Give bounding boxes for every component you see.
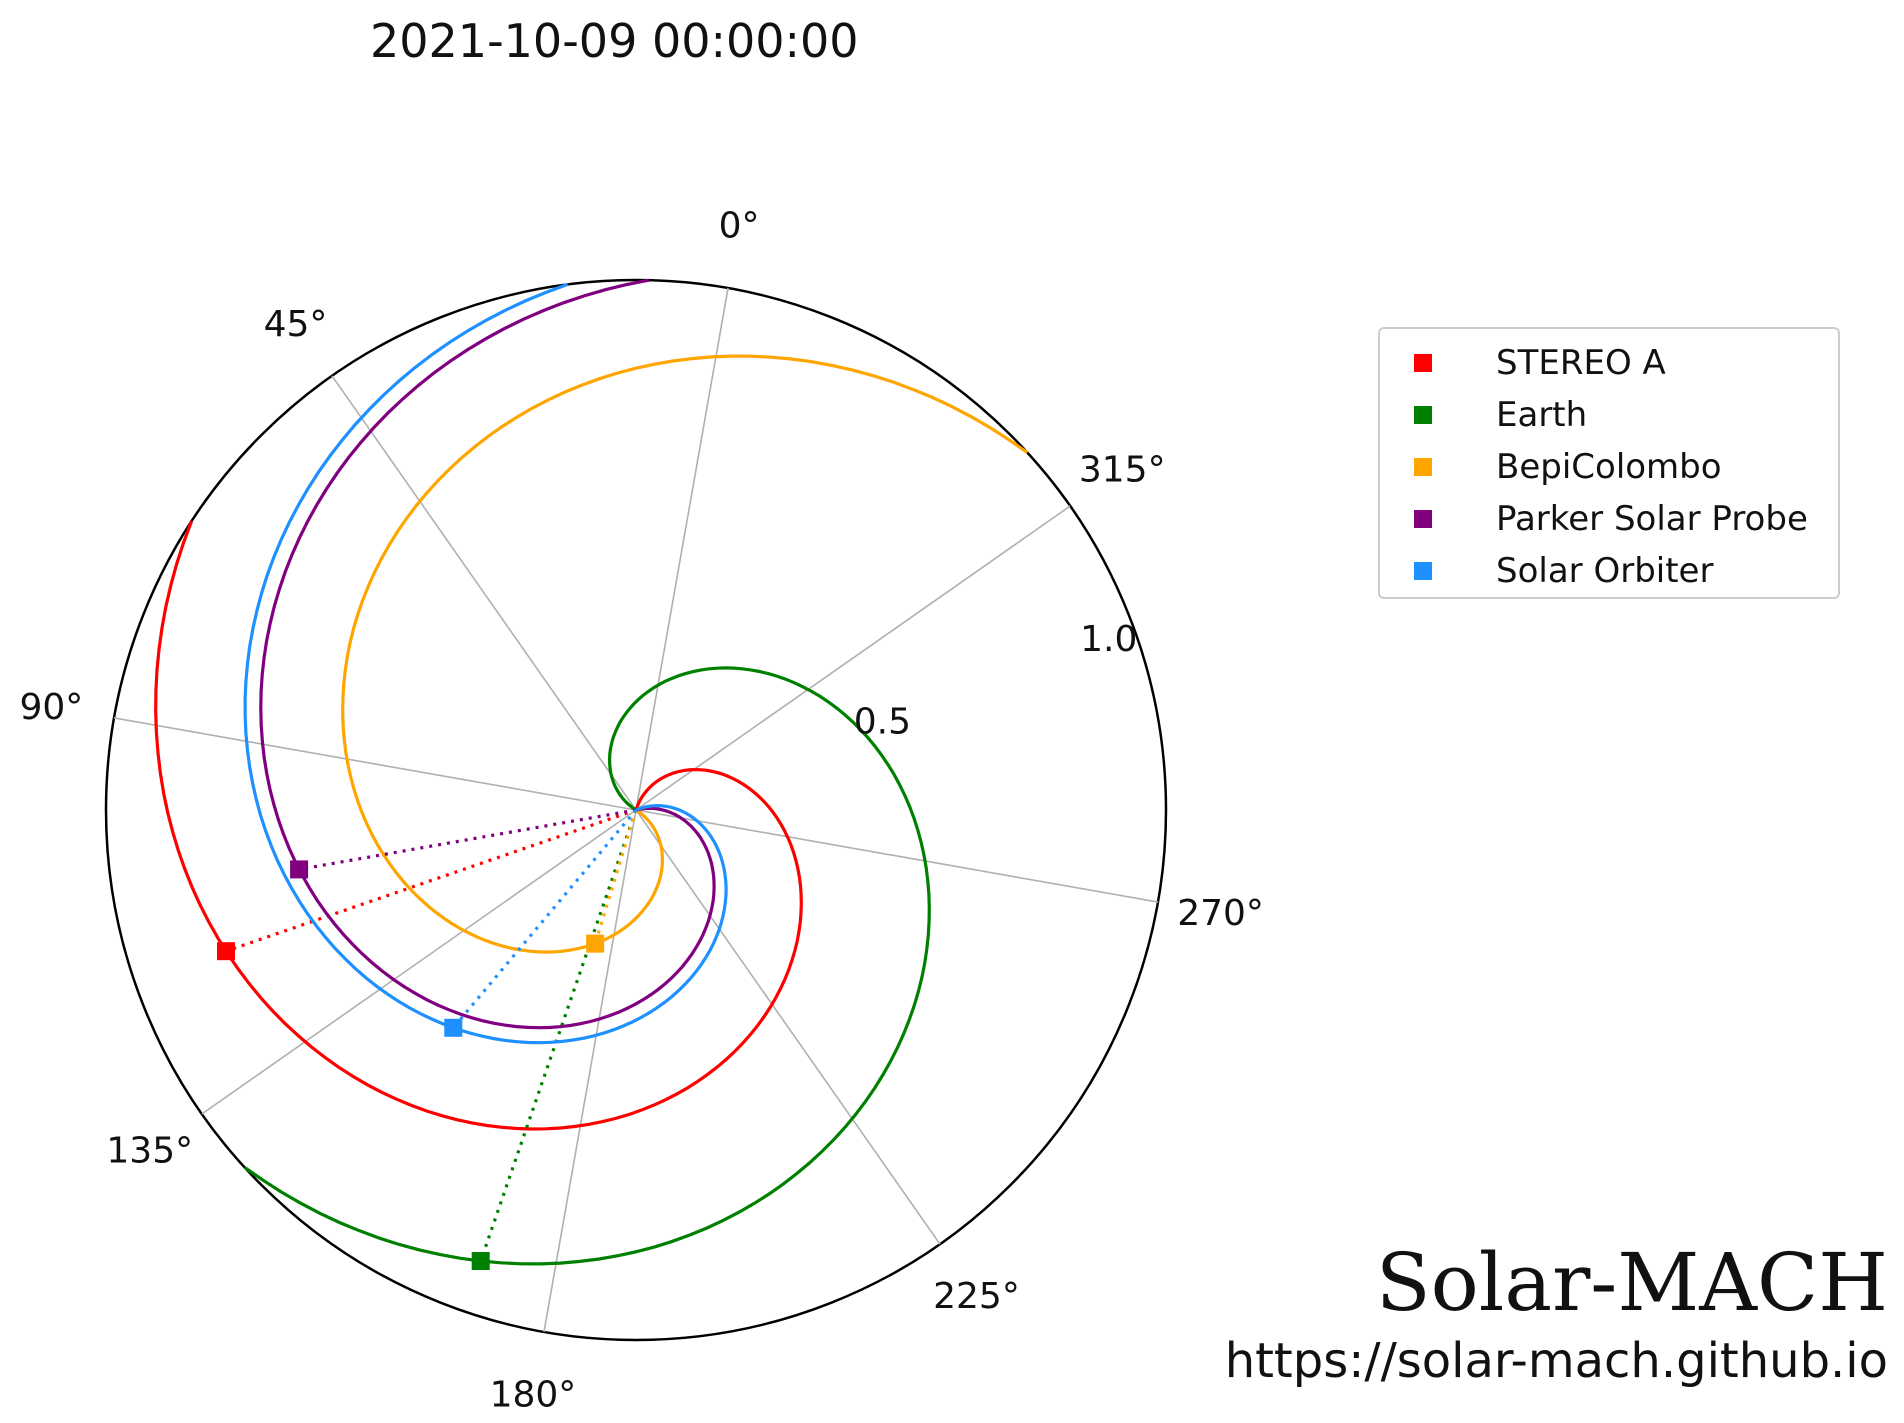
legend-swatch-earth	[1414, 406, 1432, 424]
theta-gridline	[635, 809, 941, 1245]
theta-tick-label: 270°	[1177, 893, 1264, 934]
series-layer	[154, 278, 1029, 1271]
grid-layer	[104, 278, 1168, 1342]
legend-item-bepicolombo: BepiColombo	[1404, 441, 1838, 493]
legend-swatch-parker-solar-probe	[1414, 510, 1432, 528]
theta-tick-label: 45°	[264, 304, 328, 345]
tick-layer: 0° 45° 90° 135° 180° 225° 270° 315° 0.5 1.0	[20, 205, 1264, 1415]
spiral-stereo-a	[154, 520, 803, 1131]
legend-swatch-stereo-a	[1414, 354, 1432, 372]
connector-solar-orbiter	[452, 808, 638, 1029]
theta-tick-label: 135°	[106, 1130, 193, 1171]
theta-tick-label: 90°	[20, 687, 84, 728]
legend-label-stereo-a: STEREO A	[1496, 343, 1666, 383]
theta-tick-label: 0°	[719, 205, 760, 246]
legend-swatch-solar-orbiter	[1414, 562, 1432, 580]
spiral-solar-orbiter	[243, 282, 728, 1045]
legend-label-bepicolombo: BepiColombo	[1496, 447, 1722, 487]
marker-solar-orbiter	[444, 1018, 463, 1037]
legend-item-parker-solar-probe: Parker Solar Probe	[1404, 493, 1838, 545]
spiral-earth	[243, 666, 931, 1266]
theta-gridline	[635, 809, 1159, 903]
legend-label-solar-orbiter: Solar Orbiter	[1496, 551, 1714, 591]
marker-earth	[471, 1252, 490, 1271]
theta-tick-label: 180°	[490, 1375, 577, 1416]
radial-tick-label: 0.5	[854, 702, 911, 743]
spiral-parker-solar-probe	[259, 278, 716, 1030]
polar-frame	[104, 278, 1168, 1342]
legend-swatch-bepicolombo	[1414, 458, 1432, 476]
theta-tick-label: 225°	[933, 1276, 1020, 1317]
marker-bepicolombo	[586, 934, 605, 953]
brand-name: Solar-MACH	[1375, 1236, 1888, 1329]
theta-gridline	[543, 809, 637, 1333]
radial-tick-label: 1.0	[1080, 619, 1137, 660]
theta-gridline	[635, 505, 1071, 811]
legend-item-earth: Earth	[1404, 389, 1838, 441]
marker-stereo-a	[216, 942, 235, 961]
legend-item-solar-orbiter: Solar Orbiter	[1404, 545, 1838, 597]
legend-label-parker-solar-probe: Parker Solar Probe	[1496, 499, 1808, 539]
brand-url: https://solar-mach.github.io	[1224, 1333, 1888, 1389]
connector-earth	[479, 809, 638, 1262]
theta-gridline	[201, 809, 637, 1115]
chart-title: 2021-10-09 00:00:00	[370, 14, 859, 68]
theta-gridline	[113, 717, 637, 811]
theta-gridline	[331, 375, 637, 811]
connector-stereo-a	[225, 808, 637, 953]
spiral-bepicolombo	[341, 354, 1029, 954]
legend-label-earth: Earth	[1496, 395, 1588, 435]
legend-item-stereo-a: STEREO A	[1404, 337, 1838, 389]
theta-tick-label: 315°	[1079, 450, 1166, 491]
theta-gridline	[635, 287, 729, 811]
connector-parker-solar-probe	[298, 808, 637, 871]
legend: STEREO A Earth BepiColombo Parker Solar …	[1378, 327, 1840, 599]
marker-parker-solar-probe	[290, 860, 309, 879]
